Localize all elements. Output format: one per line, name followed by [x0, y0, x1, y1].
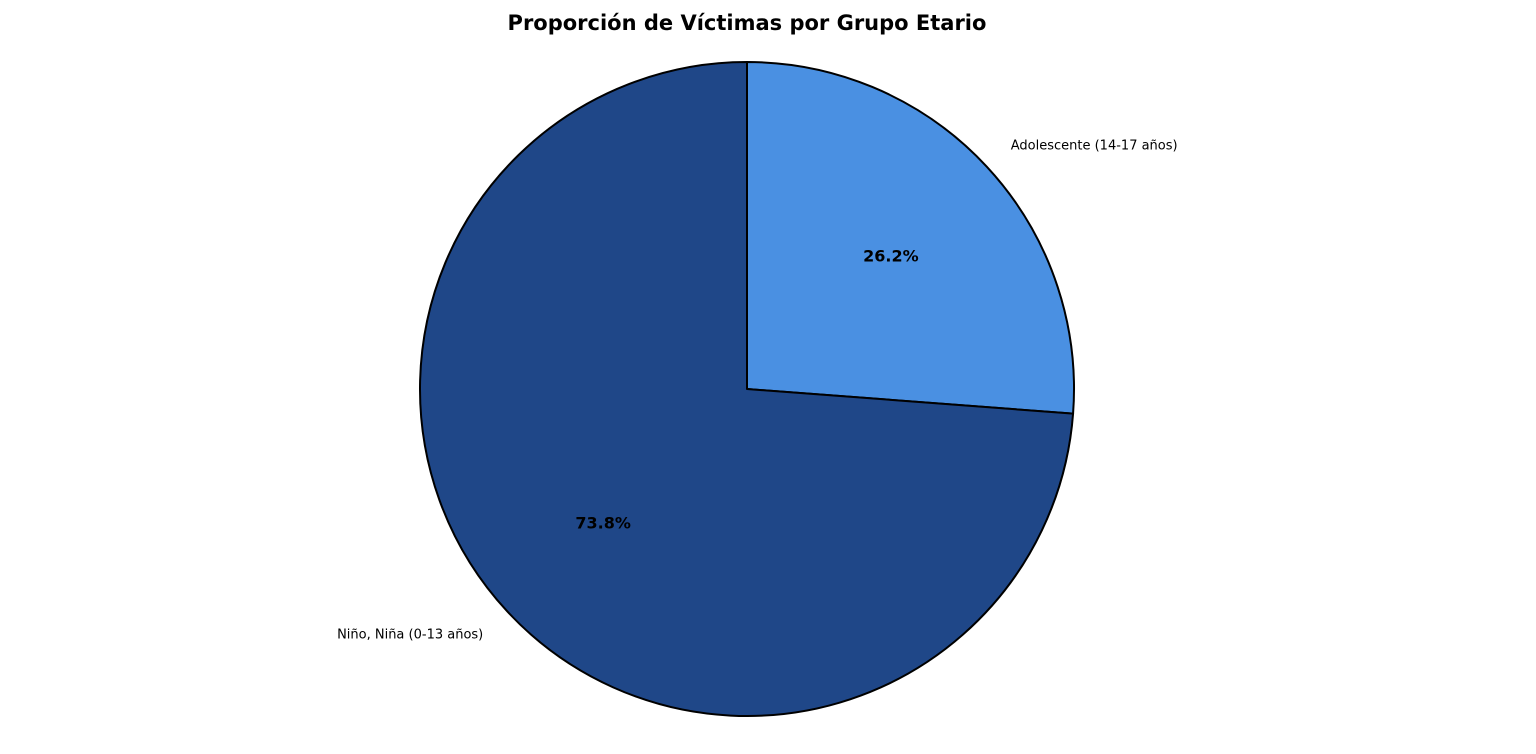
slice-nino-nina	[419, 61, 1075, 717]
chart-title: Proporción de Víctimas por Grupo Etario	[508, 11, 987, 35]
category-label: Adolescente (14-17 años)	[1011, 138, 1178, 153]
pie-slices	[419, 61, 1075, 717]
percent-label: 73.8%	[575, 513, 631, 532]
category-label: Niño, Niña (0-13 años)	[337, 628, 483, 643]
slice-adolescente	[746, 61, 1075, 415]
percent-label: 26.2%	[863, 247, 919, 266]
pie-labels: 26.2% Adolescente (14-17 años) 73.8% Niño, …	[337, 138, 1178, 642]
